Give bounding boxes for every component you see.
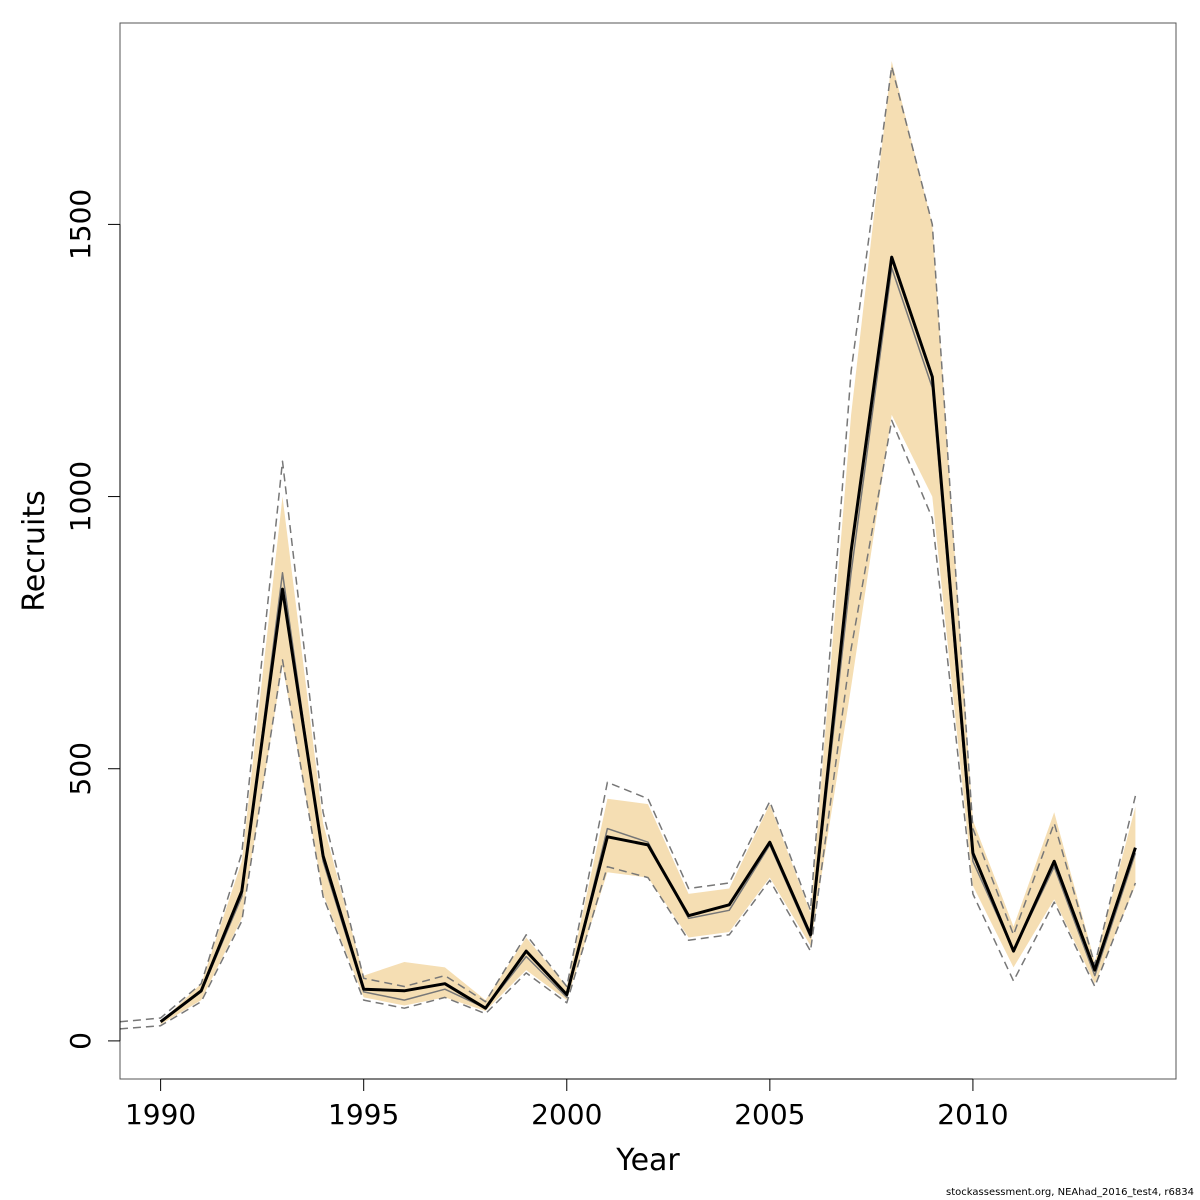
x-tick-label: 2010	[937, 1098, 1008, 1131]
y-tick-label: 0	[64, 1032, 97, 1050]
confidence-band	[160, 61, 1136, 1025]
x-axis: 1990 1995 2000 2005 2010	[125, 1078, 1009, 1131]
confidence-band-layer	[160, 61, 1136, 1025]
x-tick-label: 1995	[328, 1098, 399, 1131]
main-series-line	[159, 255, 1137, 1023]
upper-dashed-series-line	[119, 65, 1137, 1023]
y-tick-label: 1500	[64, 189, 97, 260]
secondary-series-line	[160, 267, 1137, 1023]
y-tick-label: 1000	[64, 461, 97, 532]
series-lines-layer	[119, 65, 1137, 1030]
x-axis-title: Year	[615, 1143, 680, 1178]
x-tick-label: 1990	[125, 1098, 196, 1131]
y-axis-title: Recruits	[17, 490, 52, 612]
x-tick-label: 2000	[531, 1098, 602, 1131]
y-tick-label: 500	[64, 742, 97, 795]
source-note: stockassessment.org, NEAhad_2016_test4, …	[946, 1187, 1194, 1198]
x-tick-label: 2005	[734, 1098, 805, 1131]
lower-dashed-series-line	[119, 419, 1137, 1030]
y-axis: 0 500 1000 1500	[64, 189, 121, 1050]
